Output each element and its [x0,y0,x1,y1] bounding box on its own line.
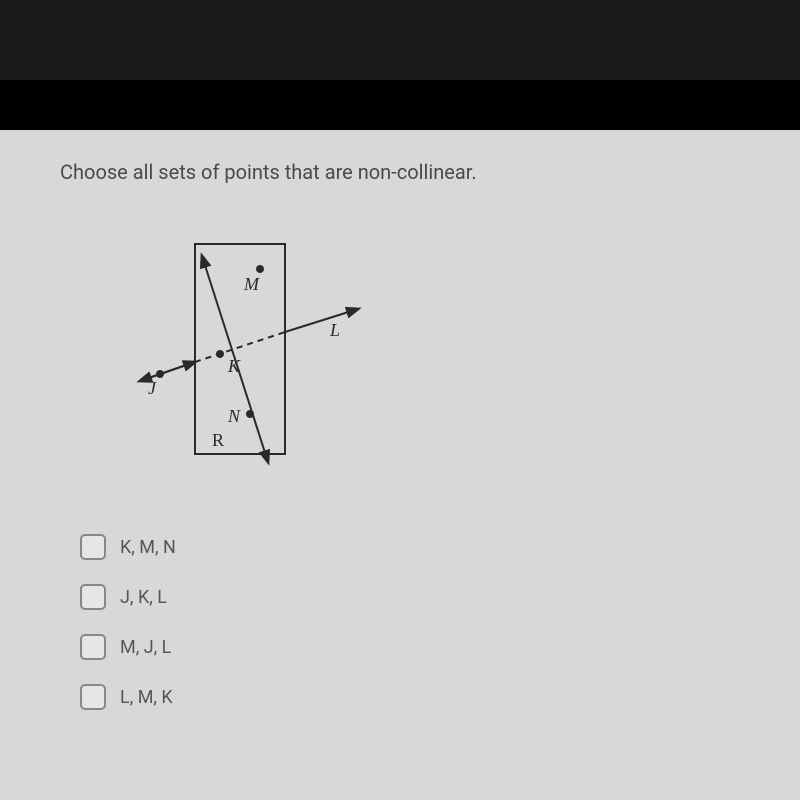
label-l: L [329,320,340,340]
top-black-bar [0,0,800,80]
option-row[interactable]: M, J, L [80,634,740,660]
option-label: M, J, L [120,637,171,658]
content-area: Choose all sets of points that are non-c… [0,130,800,800]
checkbox[interactable] [80,634,106,660]
label-r: R [212,430,224,450]
option-label: J, K, L [120,587,167,608]
checkbox[interactable] [80,584,106,610]
question-text: Choose all sets of points that are non-c… [60,160,740,184]
option-label: L, M, K [120,687,173,708]
label-k: K [227,356,241,376]
point-n [246,410,254,418]
label-j: J [148,378,157,398]
answer-options: K, M, N J, K, L M, J, L L, M, K [80,534,740,710]
option-row[interactable]: K, M, N [80,534,740,560]
option-row[interactable]: J, K, L [80,584,740,610]
option-row[interactable]: L, M, K [80,684,740,710]
point-k [216,350,224,358]
point-m [256,265,264,273]
label-m: M [243,274,260,294]
geometry-diagram: J K L M N R [120,214,400,494]
checkbox[interactable] [80,534,106,560]
checkbox[interactable] [80,684,106,710]
option-label: K, M, N [120,537,176,558]
label-n: N [227,406,241,426]
point-j [156,370,164,378]
